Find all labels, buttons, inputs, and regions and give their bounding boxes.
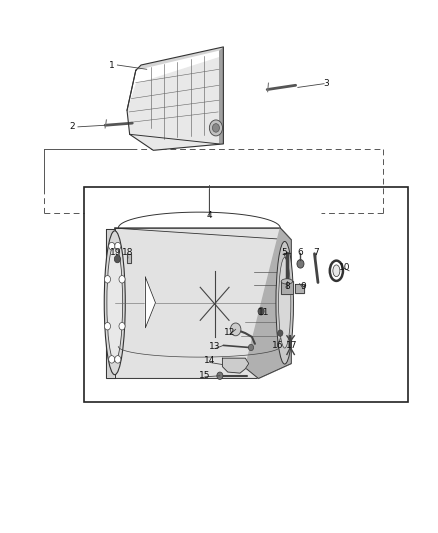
Text: 19: 19 [110,248,122,256]
Circle shape [115,243,121,250]
Text: 16: 16 [272,341,283,350]
Text: 13: 13 [209,343,221,351]
Polygon shape [127,254,131,263]
Ellipse shape [281,279,293,284]
Circle shape [119,276,125,283]
Polygon shape [145,277,155,328]
Text: 6: 6 [297,248,304,256]
Circle shape [109,243,115,250]
Text: 8: 8 [284,282,290,291]
Circle shape [209,120,223,136]
Text: 15: 15 [199,371,211,379]
Ellipse shape [107,244,123,361]
Text: 1: 1 [109,61,115,69]
Text: 14: 14 [204,357,215,365]
Text: 5: 5 [281,248,287,256]
Ellipse shape [104,231,125,375]
Circle shape [104,322,110,330]
Circle shape [104,276,110,283]
Polygon shape [245,228,291,378]
Polygon shape [106,229,115,378]
Circle shape [109,356,115,363]
Circle shape [278,330,283,336]
Polygon shape [295,284,304,293]
Circle shape [297,260,304,268]
Circle shape [217,372,223,379]
Polygon shape [127,57,219,150]
Polygon shape [136,47,223,70]
Circle shape [230,323,241,336]
Polygon shape [281,281,293,294]
Circle shape [248,344,254,351]
Text: 18: 18 [122,248,133,256]
Ellipse shape [333,265,340,277]
Polygon shape [219,47,223,144]
Ellipse shape [279,257,291,348]
Text: 11: 11 [258,308,269,317]
Circle shape [114,255,120,263]
Text: 2: 2 [70,123,75,131]
Polygon shape [223,358,249,373]
Circle shape [258,308,264,315]
Text: 10: 10 [339,263,351,272]
Circle shape [115,356,121,363]
Ellipse shape [276,241,293,364]
Text: 3: 3 [323,79,329,88]
Text: 12: 12 [224,328,236,337]
Circle shape [212,124,219,132]
Circle shape [119,322,125,330]
Polygon shape [136,59,222,150]
Polygon shape [115,228,291,378]
Text: 7: 7 [313,248,319,256]
Text: 4: 4 [207,211,212,220]
Text: 9: 9 [300,282,306,291]
Bar [84,187,408,402]
Polygon shape [115,228,291,240]
Text: 17: 17 [286,341,297,350]
